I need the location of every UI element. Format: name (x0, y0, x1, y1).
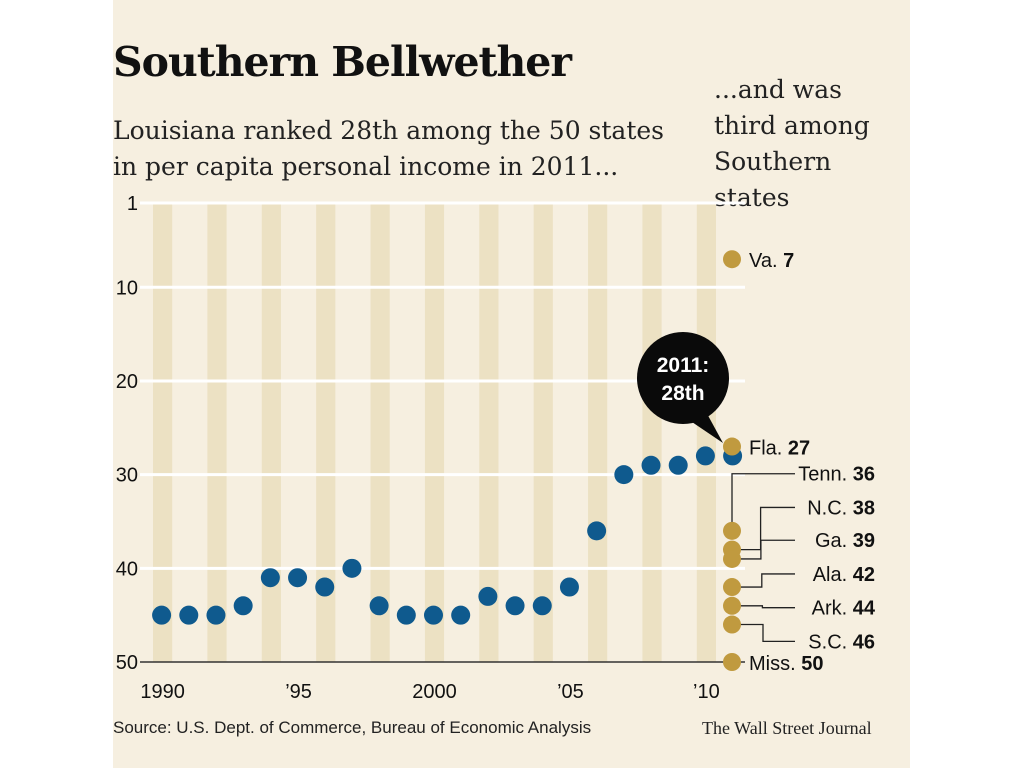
y-tick-label: 50 (116, 652, 138, 674)
southern-state-point (723, 653, 741, 671)
y-tick-label: 30 (116, 465, 138, 487)
southern-state-point (723, 596, 741, 615)
southern-state-point (723, 521, 741, 540)
y-tick-label: 10 (116, 277, 138, 299)
chart-title: Southern Bellwether (113, 38, 572, 86)
stripe (424, 203, 445, 662)
stripe (642, 203, 662, 662)
southern-state-label: Ga. 39 (815, 530, 875, 552)
southern-state-point (723, 250, 741, 269)
y-tick-label: 1 (127, 193, 138, 215)
callout-line2: 28th (661, 382, 704, 405)
stripe (153, 203, 173, 662)
louisiana-point (396, 605, 416, 625)
y-tick-label: 40 (116, 558, 138, 580)
louisiana-point (233, 596, 253, 616)
southern-state-label: N.C. 38 (807, 497, 875, 519)
southern-state-label: Ala. 42 (813, 564, 875, 586)
leader-line (740, 623, 795, 643)
leader-line (740, 539, 795, 560)
louisiana-point (587, 521, 607, 541)
louisiana-point (369, 596, 389, 616)
x-tick-label: ’05 (557, 681, 584, 703)
louisiana-point (206, 605, 226, 625)
louisiana-point (152, 605, 172, 625)
southern-state-label: Ark. 44 (812, 598, 876, 620)
x-tick-label: 1990 (140, 681, 185, 703)
leader-line (740, 573, 795, 588)
chart-subtitle: Louisiana ranked 28th among the 50 state… (113, 116, 665, 181)
stripe (588, 203, 608, 662)
stripe (533, 203, 553, 662)
leader-line (740, 605, 795, 609)
louisiana-point (424, 605, 443, 625)
louisiana-point (532, 596, 552, 616)
louisiana-point (342, 558, 362, 578)
x-tick-label: ’10 (693, 681, 720, 703)
publisher-credit: The Wall Street Journal (702, 718, 872, 738)
southern-state-point (723, 437, 741, 456)
leader-line (740, 506, 795, 551)
stripe (261, 203, 281, 662)
leader-line (731, 473, 795, 531)
louisiana-point (260, 568, 280, 588)
southern-state-label: Tenn. 36 (798, 464, 875, 486)
source-note: Source: U.S. Dept. of Commerce, Bureau o… (113, 718, 592, 737)
louisiana-point (478, 586, 498, 606)
southern-state-point (723, 578, 741, 597)
louisiana-point (179, 605, 199, 625)
stripe (696, 203, 716, 662)
louisiana-point (614, 465, 634, 485)
stripe (479, 203, 499, 662)
southern-state-label: Miss. 50 (749, 653, 823, 675)
x-tick-label: ’95 (285, 681, 312, 703)
southern-state-point (723, 615, 741, 634)
southern-state-label: Va. 7 (749, 250, 794, 272)
southern-state-point (723, 549, 741, 568)
louisiana-point (451, 605, 471, 625)
southern-state-label: Fla. 27 (749, 438, 810, 460)
stripe (207, 203, 227, 662)
southern-state-label: S.C. 46 (808, 631, 875, 653)
chart-panel (113, 0, 910, 768)
callout-bubble (637, 332, 729, 424)
louisiana-point (668, 455, 688, 475)
callout-line1: 2011: (657, 354, 710, 377)
louisiana-point (641, 455, 661, 475)
chart-subtitle-right: ...and was third among Southern states (714, 75, 870, 212)
stripe (370, 203, 390, 662)
louisiana-point (505, 596, 525, 616)
y-tick-label: 20 (116, 371, 138, 393)
stripe (316, 203, 336, 662)
louisiana-point (315, 577, 335, 597)
louisiana-point (288, 568, 308, 588)
x-tick-label: 2000 (412, 681, 457, 703)
louisiana-point (695, 446, 715, 466)
louisiana-point (559, 577, 579, 597)
